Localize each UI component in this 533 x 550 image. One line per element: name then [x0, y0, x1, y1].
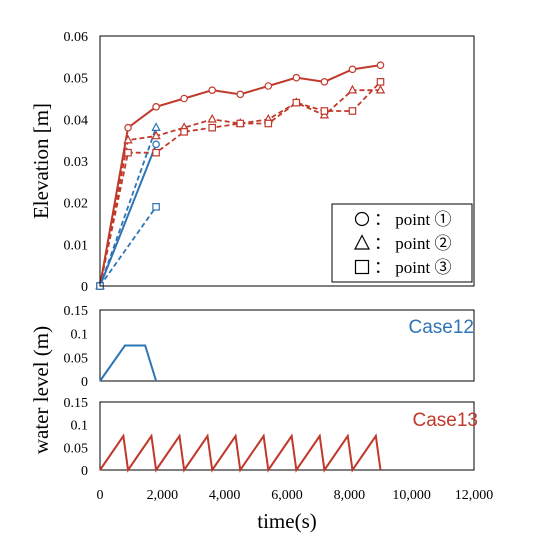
- legend-label: ： point ①: [374, 210, 451, 229]
- x-tick-label: 6,000: [271, 488, 303, 503]
- y-tick-label: 0.06: [64, 30, 89, 45]
- y-tick-label: 0.02: [64, 197, 89, 212]
- data-point: [347, 84, 358, 94]
- case12-panel: 0 0.05 0.1 0.15 Case12: [64, 304, 475, 390]
- data-point: [320, 78, 329, 86]
- data-point: [180, 94, 188, 103]
- data-point: [152, 103, 160, 111]
- y-tick-label: 0.05: [64, 351, 89, 366]
- data-point: [264, 119, 273, 128]
- series-line: [99, 143, 158, 287]
- water-level-axis-title: water level (m): [29, 326, 53, 454]
- data-point: [152, 148, 160, 157]
- data-point: [348, 107, 357, 115]
- case13-plot-frame: [99, 401, 475, 471]
- elevation-panel: 00.010.020.030.040.050.06 ： point ①： poi…: [29, 30, 475, 295]
- data-point: [151, 130, 161, 140]
- legend-label: ： point ②: [374, 234, 451, 253]
- y-tick-label: 0.01: [64, 238, 89, 253]
- x-tick-label: 4,000: [209, 488, 241, 503]
- y-tick-label: 0: [81, 280, 88, 295]
- series-line: [99, 206, 157, 287]
- data-point: [208, 123, 217, 132]
- x-axis-title: time(s): [257, 509, 316, 533]
- data-point: [207, 113, 217, 123]
- legend-marker: [354, 234, 370, 250]
- x-tick-label: 10,000: [392, 488, 431, 503]
- data-point: [236, 119, 245, 128]
- data-point: [152, 140, 160, 149]
- data-point: [124, 123, 132, 132]
- y-tick-label: 0.04: [64, 113, 89, 128]
- y-tick-label: 0.1: [71, 328, 89, 343]
- y-tick-label: 0: [81, 464, 88, 479]
- series-line: [99, 81, 382, 287]
- case13-panel: 0 0.05 0.1 0.15 Case13: [64, 396, 479, 479]
- data-point: [375, 84, 386, 94]
- data-point: [264, 82, 273, 90]
- y-tick-label: 0.05: [64, 441, 89, 456]
- legend-marker: [354, 259, 370, 275]
- x-tick-label: 0: [97, 488, 104, 503]
- data-point: [152, 203, 160, 211]
- y-tick-label: 0.05: [64, 72, 89, 87]
- legend-marker: [354, 211, 370, 227]
- data-point: [320, 107, 329, 115]
- y-tick-label: 0: [81, 375, 88, 390]
- legend-label: ： point ③: [374, 258, 451, 277]
- data-point: [208, 86, 217, 94]
- data-point: [348, 65, 357, 74]
- legend: ： point ① ： point ② ： point ③: [331, 203, 473, 283]
- series-line: [99, 127, 157, 287]
- case12-plot-frame: [99, 309, 475, 382]
- data-point: [180, 128, 188, 136]
- x-tick-label: 8,000: [334, 488, 366, 503]
- water-level-line: [99, 433, 382, 473]
- case13-label: Case13: [413, 410, 479, 431]
- data-point: [123, 134, 133, 144]
- y-tick-label: 0.1: [71, 419, 89, 434]
- y-tick-label: 0.03: [64, 155, 89, 170]
- water-level-line: [99, 344, 158, 382]
- data-point: [292, 98, 301, 107]
- data-point: [124, 148, 132, 157]
- y-tick-label: 0.15: [64, 304, 89, 319]
- elevation-axis-title: Elevation [m]: [29, 103, 53, 219]
- x-tick-label: 12,000: [455, 488, 494, 503]
- x-axis-ticks: 0 2,000 4,000 6,000 8,000 10,000 12,000: [97, 488, 494, 503]
- case12-label: Case12: [409, 317, 475, 338]
- data-point: [376, 78, 385, 86]
- elevation-plot-frame: [99, 35, 475, 287]
- data-point: [292, 73, 301, 82]
- y-tick-label: 0.15: [64, 396, 89, 411]
- x-tick-label: 2,000: [147, 488, 179, 503]
- data-point: [151, 122, 161, 131]
- data-point: [376, 61, 385, 69]
- data-point: [236, 90, 245, 99]
